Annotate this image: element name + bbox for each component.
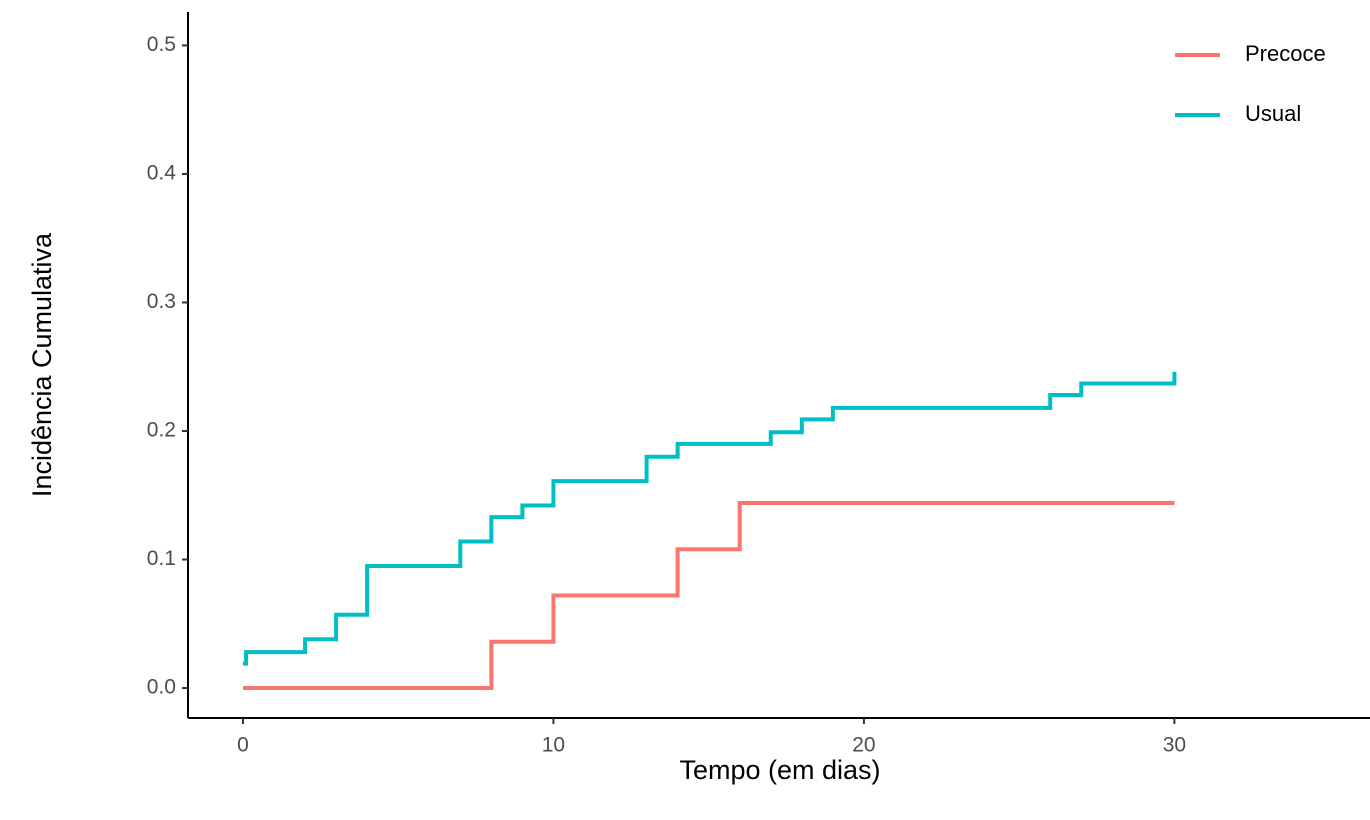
- y-tick-label: 0.4: [147, 161, 177, 184]
- y-tick-label: 0.3: [147, 290, 176, 313]
- series-line: [242, 500, 1175, 691]
- y-tick-label: 0.1: [147, 547, 176, 570]
- y-axis-title: Incidência Cumulativa: [27, 232, 57, 497]
- legend-label: Precoce: [1245, 41, 1326, 66]
- x-tick-label: 20: [852, 734, 875, 757]
- x-tick-label: 10: [542, 734, 565, 757]
- series-line: [242, 371, 1177, 666]
- y-tick-label: 0.2: [147, 419, 176, 442]
- y-tick-label: 0.0: [147, 676, 176, 699]
- x-tick-label: 0: [237, 734, 249, 757]
- y-tick-label: 0.5: [147, 33, 176, 56]
- legend-label: Usual: [1245, 101, 1301, 126]
- x-axis-title: Tempo (em dias): [679, 755, 880, 785]
- x-tick-label: 30: [1163, 734, 1186, 757]
